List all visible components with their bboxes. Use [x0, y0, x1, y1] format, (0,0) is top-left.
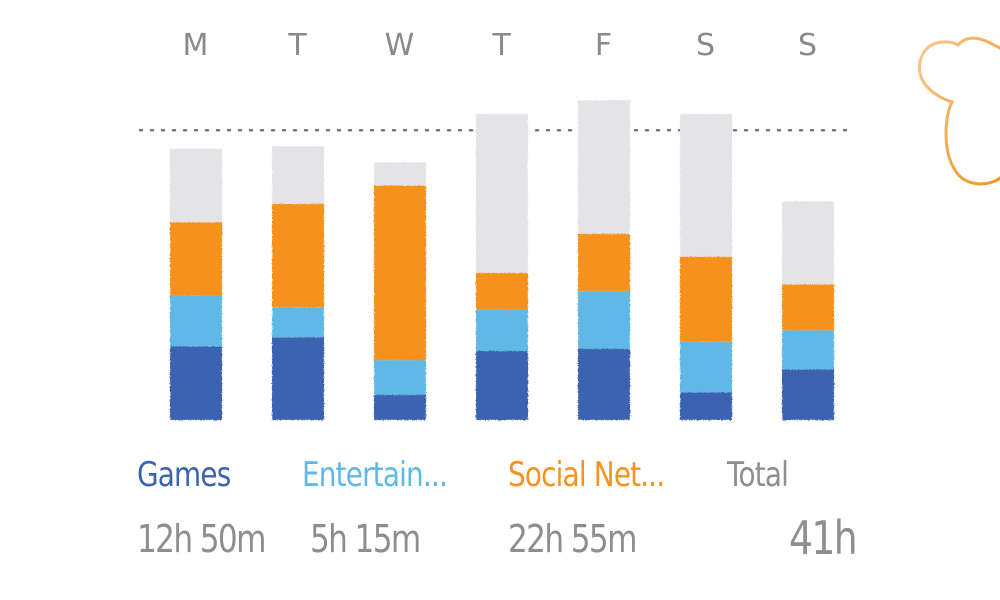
bar-segment-4-3 — [578, 100, 630, 234]
bar-segment-6-3 — [782, 201, 834, 285]
legend-item-total: Total 41h — [727, 455, 871, 565]
bar-segment-5-1 — [680, 341, 732, 393]
legend-item-entertainment: Entertain... 5h 15m — [302, 455, 479, 561]
bar-segment-3-0 — [476, 351, 528, 420]
day-label-5: S — [696, 28, 716, 63]
bar-segment-6-2 — [782, 284, 834, 331]
bar-segment-3-1 — [476, 309, 528, 351]
legend-item-social: Social Net... 22h 55m — [508, 455, 699, 561]
legend-value-total: 41h — [789, 511, 858, 565]
legend-label-total: Total — [727, 455, 789, 495]
bar-segment-5-2 — [680, 256, 732, 342]
bar-segment-5-3 — [680, 114, 732, 257]
bar-segment-2-1 — [374, 360, 426, 395]
bar-segment-6-0 — [782, 369, 834, 420]
legend: Games 12h 50m Entertain... 5h 15m Social… — [0, 455, 1000, 595]
legend-value-games: 12h 50m — [137, 517, 266, 561]
legend-label-entertainment: Entertain... — [302, 455, 448, 495]
day-label-2: W — [385, 28, 416, 63]
bar-segment-2-2 — [374, 185, 426, 361]
day-label-0: M — [183, 28, 210, 63]
bar-segment-1-2 — [272, 203, 324, 308]
day-label-3: T — [491, 28, 511, 63]
bar-segment-0-0 — [170, 346, 222, 420]
bar-segment-4-1 — [578, 291, 630, 349]
bar-segment-2-0 — [374, 394, 426, 420]
bar-segment-4-0 — [578, 348, 630, 420]
bar-segment-3-3 — [476, 114, 528, 273]
bar-segment-1-0 — [272, 337, 324, 420]
legend-value-social: 22h 55m — [508, 517, 637, 561]
legend-value-entertainment: 5h 15m — [310, 517, 421, 561]
day-label-6: S — [798, 28, 818, 63]
bar-segment-0-3 — [170, 148, 222, 223]
bar-segment-0-2 — [170, 222, 222, 296]
bar-segment-3-2 — [476, 272, 528, 310]
bar-segment-4-2 — [578, 233, 630, 292]
flower-outline-icon — [918, 36, 1000, 186]
bar-segment-2-3 — [374, 162, 426, 186]
bars — [170, 100, 834, 420]
day-label-4: F — [595, 28, 613, 63]
legend-label-social: Social Net... — [508, 455, 665, 495]
bar-segment-5-0 — [680, 392, 732, 420]
bar-segment-0-1 — [170, 295, 222, 347]
legend-label-games: Games — [137, 455, 231, 495]
bar-segment-1-1 — [272, 307, 324, 338]
bar-segment-1-3 — [272, 146, 324, 204]
legend-item-games: Games 12h 50m — [137, 455, 293, 561]
bar-segment-6-1 — [782, 330, 834, 370]
day-label-1: T — [287, 28, 307, 63]
